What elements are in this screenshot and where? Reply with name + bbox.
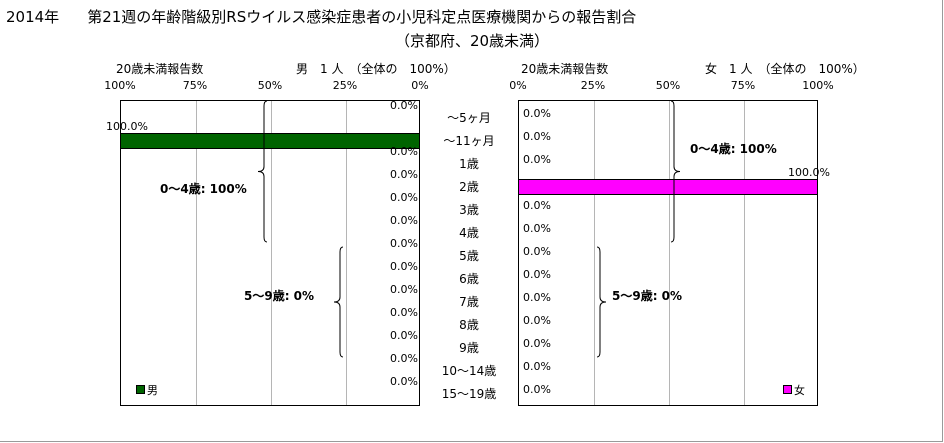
male-data-label: 100.0%: [106, 120, 148, 133]
female-legend: 女: [783, 382, 805, 398]
male-legend: 男: [136, 382, 158, 398]
male-legend-swatch: [136, 385, 145, 394]
male-data-label: 0.0%: [390, 260, 418, 273]
female-plot-area: [518, 100, 818, 406]
female-group-label: 0～4歳: 100%: [690, 142, 777, 156]
male-legend-label: 男: [147, 384, 158, 397]
female-group-label: 5～9歳: 0%: [612, 289, 683, 303]
male-header-right: 男 1 人 （全体の 100%）: [296, 62, 456, 76]
female-data-label: 0.0%: [523, 107, 551, 120]
chart-title: 2014年 第21週の年齢階級別RSウイルス感染症患者の小児科定点医療機関からの報…: [6, 6, 636, 27]
category-label: 5歳: [459, 249, 479, 263]
male-data-label: 0.0%: [390, 145, 418, 158]
category-label: ～5ヶ月: [447, 111, 491, 125]
female-tick: 75%: [730, 79, 756, 92]
chart-subtitle: （京都府、20歳未満）: [394, 32, 550, 50]
female-data-label: 0.0%: [523, 222, 551, 235]
female-data-label: 0.0%: [523, 337, 551, 350]
male-data-label: 0.0%: [390, 329, 418, 342]
category-label: 1歳: [459, 157, 479, 171]
male-bar: [120, 133, 420, 149]
male-data-label: 0.0%: [390, 214, 418, 227]
male-group-brace: [333, 246, 344, 358]
gridline: [669, 101, 670, 405]
male-tick: 100%: [104, 79, 136, 92]
category-label: 3歳: [459, 203, 479, 217]
title-year: 2014年: [6, 8, 60, 26]
male-group-brace: [257, 100, 268, 243]
category-label: ～11ヶ月: [443, 134, 495, 148]
male-tick: 0%: [411, 79, 429, 92]
gridline: [346, 101, 347, 405]
male-data-label: 0.0%: [390, 375, 418, 388]
female-data-label: 0.0%: [523, 314, 551, 327]
female-data-label: 0.0%: [523, 383, 551, 396]
female-data-label: 0.0%: [523, 130, 551, 143]
male-data-label: 0.0%: [390, 191, 418, 204]
category-label: 9歳: [459, 341, 479, 355]
gridline: [196, 101, 197, 405]
female-data-label: 0.0%: [523, 153, 551, 166]
female-group-brace: [596, 246, 607, 358]
male-group-label: 0～4歳: 100%: [160, 182, 247, 196]
category-label: 4歳: [459, 226, 479, 240]
male-header-left: 20歳未満報告数: [116, 62, 204, 76]
female-data-label: 0.0%: [523, 291, 551, 304]
gridline: [744, 101, 745, 405]
female-tick: 0%: [509, 79, 527, 92]
category-label: 8歳: [459, 318, 479, 332]
male-data-label: 0.0%: [390, 168, 418, 181]
category-label: 10～14歳: [441, 364, 497, 378]
male-plot-area: [120, 100, 420, 406]
female-legend-swatch: [783, 385, 792, 394]
male-data-label: 0.0%: [390, 237, 418, 250]
male-data-label: 0.0%: [390, 99, 418, 112]
female-legend-label: 女: [794, 384, 805, 397]
category-label: 2歳: [459, 180, 479, 194]
category-label: 6歳: [459, 272, 479, 286]
female-tick: 50%: [655, 79, 681, 92]
gridline: [594, 101, 595, 405]
female-data-label: 0.0%: [523, 245, 551, 258]
male-data-label: 0.0%: [390, 352, 418, 365]
female-data-label: 0.0%: [523, 360, 551, 373]
male-tick: 25%: [332, 79, 358, 92]
female-data-label: 0.0%: [523, 268, 551, 281]
male-tick: 50%: [257, 79, 283, 92]
female-tick: 100%: [802, 79, 834, 92]
female-data-label: 0.0%: [523, 199, 551, 212]
male-tick: 75%: [182, 79, 208, 92]
male-data-label: 0.0%: [390, 306, 418, 319]
female-tick: 25%: [580, 79, 606, 92]
gridline: [271, 101, 272, 405]
male-data-label: 0.0%: [390, 283, 418, 296]
female-header-right: 女 1 人 （全体の 100%）: [705, 62, 865, 76]
female-header-left: 20歳未満報告数: [521, 62, 609, 76]
category-label: 15～19歳: [441, 387, 497, 401]
category-label: 7歳: [459, 295, 479, 309]
female-data-label: 100.0%: [788, 166, 830, 179]
title-main: 第21週の年齢階級別RSウイルス感染症患者の小児科定点医療機関からの報告割合: [87, 8, 637, 26]
female-bar: [518, 179, 818, 195]
female-group-brace: [670, 100, 681, 243]
male-group-label: 5～9歳: 0%: [244, 289, 315, 303]
